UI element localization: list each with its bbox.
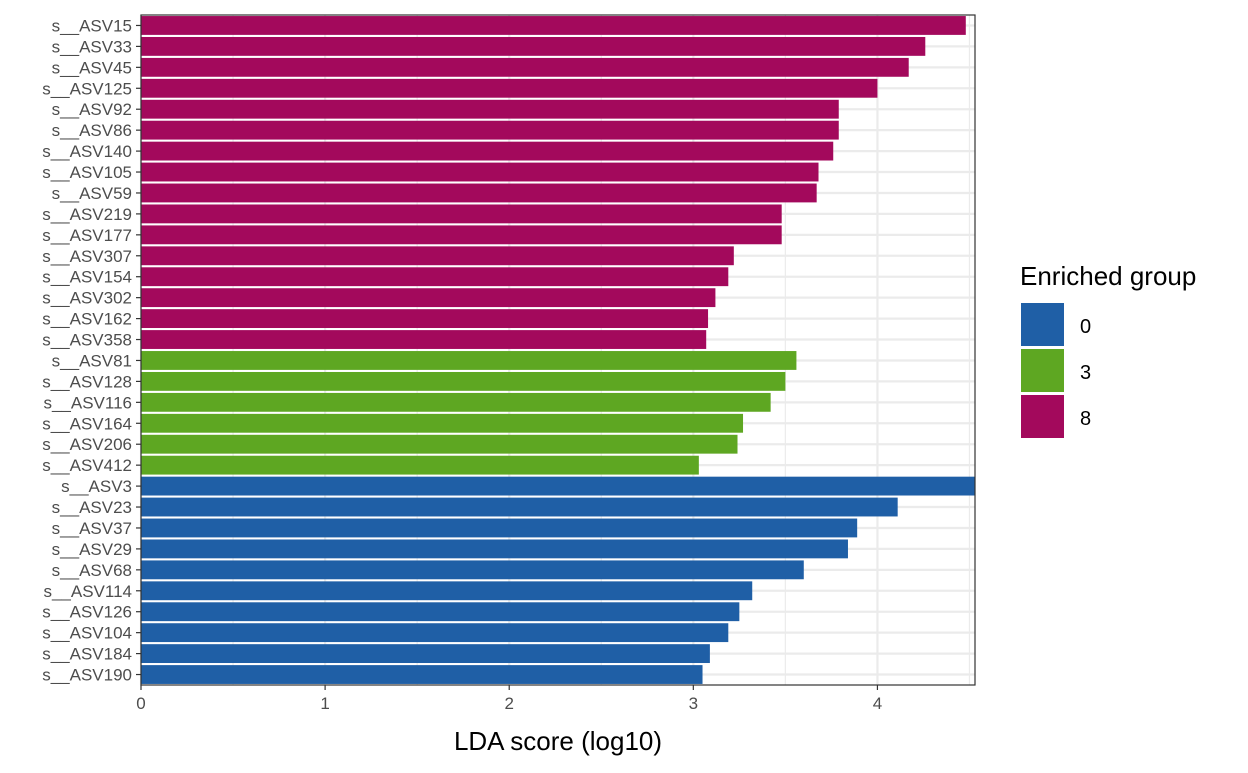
bar-s--asv140 xyxy=(141,141,834,161)
y-tick-label: s__ASV154 xyxy=(42,268,132,287)
y-tick-label: s__ASV68 xyxy=(52,561,132,580)
y-tick-label: s__ASV45 xyxy=(52,58,132,77)
bar-s--asv114 xyxy=(141,581,753,601)
y-tick-label: s__ASV177 xyxy=(42,226,132,245)
bar-s--asv307 xyxy=(141,246,734,266)
bar-s--asv37 xyxy=(141,518,858,538)
y-tick-label: s__ASV29 xyxy=(52,540,132,559)
bar-s--asv105 xyxy=(141,162,819,182)
y-tick-label: s__ASV126 xyxy=(42,603,132,622)
bar-s--asv177 xyxy=(141,225,782,245)
bar-s--asv206 xyxy=(141,434,738,454)
x-axis-ticks: 0 1 2 3 4 xyxy=(136,685,882,713)
bar-s--asv45 xyxy=(141,57,909,77)
y-tick-label: s__ASV219 xyxy=(42,205,132,224)
bar-s--asv33 xyxy=(141,36,926,56)
bar-s--asv358 xyxy=(141,330,707,349)
bar-s--asv164 xyxy=(141,413,744,433)
bar-s--asv125 xyxy=(141,78,878,98)
x-axis-title: LDA score (log10) xyxy=(454,726,662,756)
bars xyxy=(141,16,975,684)
y-tick-label: s__ASV164 xyxy=(42,414,132,433)
y-tick-label: s__ASV59 xyxy=(52,184,132,203)
bar-s--asv184 xyxy=(141,644,710,664)
legend-label: 0 xyxy=(1080,316,1091,338)
bar-s--asv302 xyxy=(141,288,716,308)
y-tick-label: s__ASV37 xyxy=(52,519,132,538)
y-tick-label: s__ASV23 xyxy=(52,498,132,517)
y-tick-label: s__ASV206 xyxy=(42,435,132,454)
bar-s--asv86 xyxy=(141,120,839,140)
bar-s--asv128 xyxy=(141,371,786,391)
legend-swatch-8 xyxy=(1021,395,1064,438)
bar-s--asv412 xyxy=(141,455,699,475)
bar-s--asv190 xyxy=(141,665,703,684)
y-tick-label: s__ASV86 xyxy=(52,121,132,140)
y-tick-label: s__ASV116 xyxy=(43,393,132,412)
bar-s--asv68 xyxy=(141,560,804,580)
y-tick-label: s__ASV114 xyxy=(43,582,132,601)
bar-s--asv59 xyxy=(141,183,817,203)
bar-s--asv92 xyxy=(141,99,839,119)
y-tick-label: s__ASV140 xyxy=(42,142,132,161)
bar-s--asv126 xyxy=(141,602,740,622)
bar-s--asv104 xyxy=(141,623,729,643)
y-tick-label: s__ASV190 xyxy=(42,666,132,685)
x-tick-label: 4 xyxy=(873,694,882,713)
bar-s--asv3 xyxy=(141,476,975,496)
bar-s--asv81 xyxy=(141,351,797,370)
legend-label: 3 xyxy=(1080,362,1091,384)
legend-swatch-0 xyxy=(1021,303,1064,346)
bar-s--asv15 xyxy=(141,16,966,35)
y-tick-label: s__ASV3 xyxy=(61,477,132,496)
x-tick-label: 2 xyxy=(504,694,513,713)
bar-s--asv29 xyxy=(141,539,848,559)
legend-items: 0 3 8 xyxy=(1021,303,1091,438)
bar-s--asv116 xyxy=(141,392,771,412)
y-tick-label: s__ASV358 xyxy=(42,331,132,350)
bar-s--asv162 xyxy=(141,309,709,329)
y-axis-ticks: s__ASV15 s__ASV33 s__ASV45 s__ASV125 s__ASV9… xyxy=(42,16,141,685)
y-tick-label: s__ASV104 xyxy=(42,624,132,643)
x-tick-label: 1 xyxy=(320,694,329,713)
legend-title: Enriched group xyxy=(1020,261,1196,291)
panel-border xyxy=(140,14,976,686)
bar-s--asv23 xyxy=(141,497,898,517)
y-tick-label: s__ASV184 xyxy=(42,645,132,664)
legend: Enriched group 0 3 8 xyxy=(1020,261,1196,438)
y-tick-label: s__ASV15 xyxy=(52,16,132,35)
y-tick-label: s__ASV92 xyxy=(52,100,132,119)
y-tick-label: s__ASV128 xyxy=(42,372,132,391)
y-tick-label: s__ASV105 xyxy=(42,163,132,182)
y-tick-label: s__ASV162 xyxy=(42,310,132,329)
y-tick-label: s__ASV81 xyxy=(52,351,132,370)
x-tick-label: 0 xyxy=(136,694,145,713)
y-tick-label: s__ASV307 xyxy=(42,247,132,266)
bar-s--asv154 xyxy=(141,267,729,287)
y-tick-label: s__ASV33 xyxy=(52,37,132,56)
y-tick-label: s__ASV412 xyxy=(42,456,132,475)
bar-s--asv219 xyxy=(141,204,782,224)
legend-label: 8 xyxy=(1080,408,1091,430)
y-tick-label: s__ASV302 xyxy=(42,289,132,308)
legend-swatch-3 xyxy=(1021,349,1064,392)
y-tick-label: s__ASV125 xyxy=(42,79,132,98)
x-tick-label: 3 xyxy=(689,694,698,713)
